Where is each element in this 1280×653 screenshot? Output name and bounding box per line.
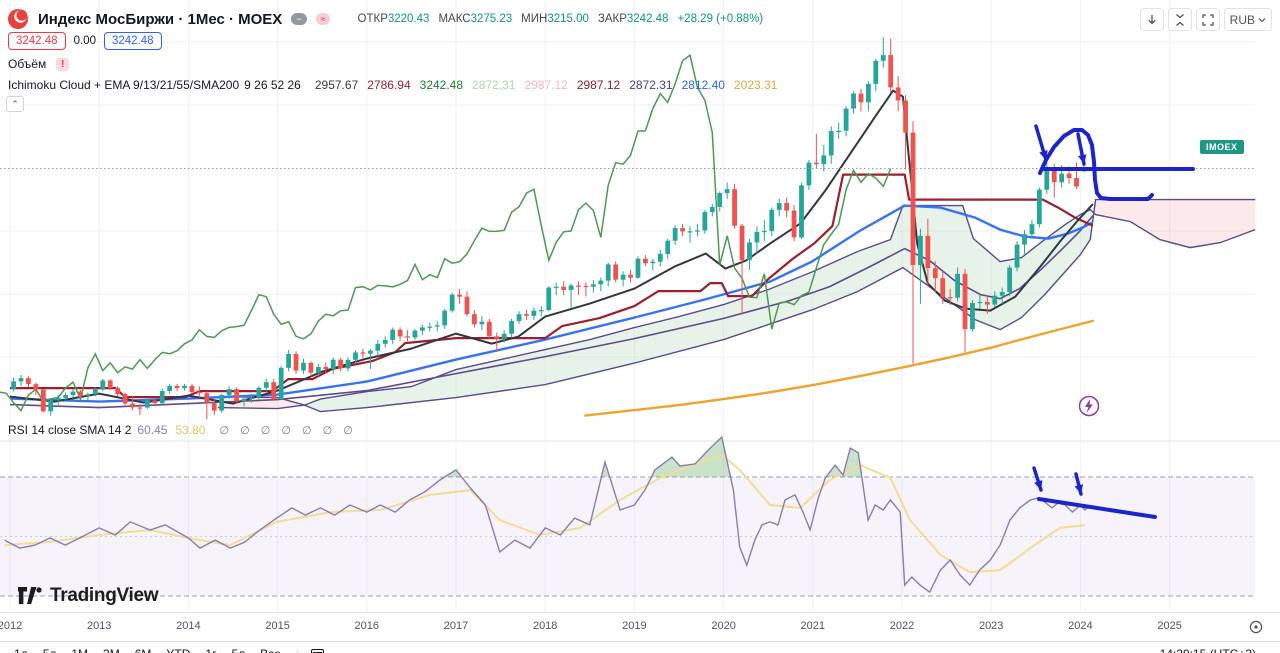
range-button[interactable]: 5д bbox=[43, 645, 57, 653]
year-label: 2019 bbox=[622, 620, 647, 632]
clock-label[interactable]: 14:29:15 (UTC+3) bbox=[1160, 645, 1256, 653]
buy-price-button[interactable]: 3242.48 bbox=[103, 32, 162, 50]
collapse-icon bbox=[1175, 13, 1184, 26]
tradingview-watermark-text: TradingView bbox=[50, 585, 159, 606]
download-button[interactable] bbox=[1139, 8, 1164, 31]
change-value: +28.29 (+0.88%) bbox=[677, 13, 764, 25]
indicator-value: 2872.31 bbox=[472, 78, 516, 92]
symbol-header: Индекс МосБиржи · 1Мес · MOEX − ≈ ОТКР32… bbox=[8, 8, 763, 30]
collapse-legend-button[interactable]: ⌃ bbox=[6, 96, 24, 112]
year-label: 2022 bbox=[889, 620, 915, 632]
year-label: 2016 bbox=[354, 620, 380, 632]
year-label: 2023 bbox=[978, 620, 1004, 632]
volume-legend-row: Объём ! bbox=[8, 57, 70, 71]
range-button[interactable]: YTD bbox=[166, 645, 190, 653]
ichimoku-legend-row: Ichimoku Cloud + EMA 9/13/21/55/SMA200 9… bbox=[8, 78, 777, 92]
indicator-value: 2872.31 bbox=[629, 78, 673, 92]
ohlc-item: ОТКР3220.43 bbox=[357, 13, 430, 25]
collapse-panes-button[interactable] bbox=[1167, 8, 1192, 31]
year-label: 2014 bbox=[176, 620, 201, 632]
year-label: 2025 bbox=[1157, 620, 1182, 632]
indicator-value: 2987.12 bbox=[524, 78, 568, 92]
chevron-down-icon bbox=[1258, 17, 1266, 22]
range-button[interactable]: 6М bbox=[135, 645, 152, 653]
moex-logo-icon bbox=[8, 9, 28, 29]
tradingview-watermark[interactable]: TradingView bbox=[18, 585, 159, 607]
toolbar-divider: | bbox=[296, 645, 299, 653]
sell-price-button[interactable]: 3242.48 bbox=[8, 32, 66, 50]
range-button[interactable]: 1г bbox=[205, 645, 216, 653]
indicator-value: 2987.12 bbox=[576, 78, 621, 92]
indicator-value: 3242.48 bbox=[419, 78, 464, 92]
year-label: 2015 bbox=[265, 620, 290, 632]
indicator-value: 2957.67 bbox=[314, 78, 359, 92]
rsi-name[interactable]: RSI 14 close SMA 14 2 bbox=[8, 423, 132, 437]
market-status-minus-pill[interactable]: − bbox=[291, 13, 307, 25]
go-to-date-icon[interactable] bbox=[310, 649, 324, 653]
volume-label[interactable]: Объём bbox=[8, 57, 47, 71]
ohlc-values: ОТКР3220.43 МАКС3275.23 МИН3215.00 ЗАКР3242… bbox=[358, 13, 764, 25]
indicator-value: 2023.31 bbox=[733, 78, 778, 92]
price-boxes: 3242.48 0.00 3242.48 bbox=[8, 32, 162, 50]
rsi-legend-row: RSI 14 close SMA 14 2 60.45 53.80 ∅ ∅ ∅ ∅… bbox=[8, 423, 357, 437]
ohlc-item: МАКС3275.23 bbox=[438, 13, 513, 25]
fullscreen-button[interactable] bbox=[1195, 8, 1220, 31]
ichimoku-values: 2957.67 2786.94 3242.48 2872.31 2987.12 2987.… bbox=[306, 78, 778, 92]
rsi-value: 60.45 bbox=[137, 423, 168, 437]
indicator-value: 2786.94 bbox=[367, 78, 411, 92]
ichimoku-name[interactable]: Ichimoku Cloud + EMA 9/13/21/55/SMA200 bbox=[8, 78, 240, 92]
rsi-values: 60.45 53.80 bbox=[137, 423, 213, 437]
volume-warning-icon[interactable]: ! bbox=[56, 57, 70, 71]
year-label: 2018 bbox=[532, 620, 558, 632]
year-label: 2012 bbox=[0, 620, 23, 632]
year-label: 2020 bbox=[711, 620, 736, 632]
chart-toolbar-right: RUB bbox=[1139, 8, 1272, 31]
year-label: 2013 bbox=[86, 620, 112, 632]
rsi-value: 53.80 bbox=[175, 423, 206, 437]
download-icon bbox=[1147, 14, 1156, 24]
currency-selector[interactable]: RUB bbox=[1223, 8, 1272, 31]
range-button[interactable]: 1М bbox=[71, 645, 88, 653]
date-range-buttons: 1д 5д 1М 3М 6М YTD 1г 5л Все bbox=[14, 645, 296, 653]
time-axis[interactable]: 2012 2013 2014 2015 2016 2017 2018 2019 2020 2021… bbox=[0, 612, 1280, 640]
ohlc-item: ЗАКР3242.48 bbox=[597, 13, 669, 25]
market-status-approx-pill[interactable]: ≈ bbox=[315, 13, 330, 25]
axis-settings-icon[interactable] bbox=[1248, 619, 1264, 635]
bottom-toolbar: 1д 5д 1М 3М 6М YTD 1г 5л Все | 14:29:15 (UTC+3) bbox=[0, 641, 1280, 653]
range-button[interactable]: 3М bbox=[103, 645, 120, 653]
symbol-title[interactable]: Индекс МосБиржи · 1Мес · MOEX bbox=[38, 10, 283, 28]
year-label: 2024 bbox=[1068, 620, 1093, 632]
rsi-empty-values: ∅ ∅ ∅ ∅ ∅ ∅ ∅ bbox=[219, 424, 357, 437]
year-label: 2017 bbox=[443, 620, 469, 632]
year-label: 2021 bbox=[800, 620, 826, 632]
price-label-badge: IMOEX bbox=[1200, 140, 1244, 154]
spread-value: 0.00 bbox=[73, 35, 96, 47]
ichimoku-params: 9 26 52 26 bbox=[244, 78, 301, 92]
currency-label: RUB bbox=[1229, 12, 1255, 27]
range-button[interactable]: 1д bbox=[14, 645, 28, 653]
tradingview-logo-icon bbox=[18, 586, 42, 604]
indicator-value: 2812.40 bbox=[681, 78, 725, 92]
ohlc-item: МИН3215.00 bbox=[521, 13, 589, 25]
range-button[interactable]: 5л bbox=[231, 645, 245, 653]
fullscreen-icon bbox=[1202, 13, 1214, 26]
range-button[interactable]: Все bbox=[260, 645, 281, 653]
